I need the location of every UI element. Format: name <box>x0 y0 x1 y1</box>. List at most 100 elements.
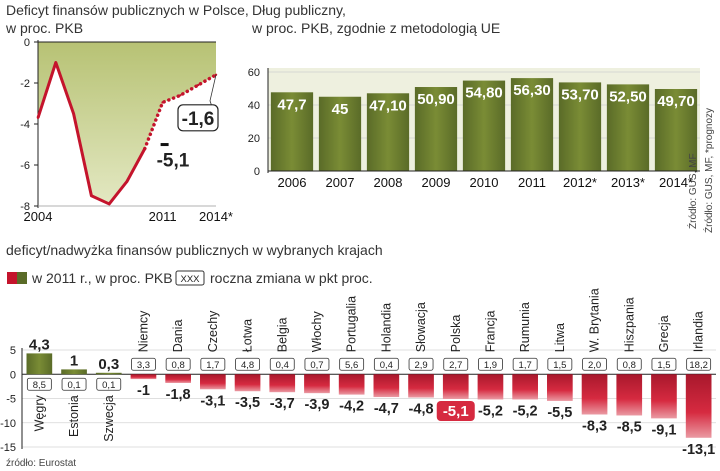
debt-bar <box>558 82 602 171</box>
country-name: Litwa <box>553 323 567 352</box>
country-bar <box>616 374 643 416</box>
debt-source-note: Źródło: GUS, MF <box>686 153 699 229</box>
debt-bar <box>654 88 698 171</box>
country-bar <box>651 374 677 419</box>
country-change-box <box>616 357 642 371</box>
debt-source-note-forecast: Źródło: GUS, MF, *prognozy <box>702 108 715 233</box>
country-name: Hiszpania <box>622 297 636 352</box>
country-change-value: 1,5 <box>657 360 670 371</box>
country-value-label: -5,2 <box>513 403 538 419</box>
deficit-line-forecast <box>143 73 218 151</box>
country-change-box <box>373 357 399 371</box>
country-change-value: 5,6 <box>345 360 358 371</box>
deficit-point <box>108 202 111 206</box>
country-change-box <box>26 377 52 391</box>
country-bar <box>165 374 191 383</box>
country-name: Holandia <box>379 303 393 352</box>
debt-bar <box>366 93 410 171</box>
country-value-label: -4,2 <box>339 399 364 415</box>
country-bar <box>234 374 261 392</box>
country-change-value: 0,4 <box>380 360 393 371</box>
country-value-label: -9,1 <box>651 422 676 438</box>
country-value-label: -1 <box>137 383 150 399</box>
deficit-annotation-2011: -5,1 <box>157 151 190 172</box>
deficit-y-tick-label: -2 <box>20 78 30 90</box>
deficit-x-tick-label: 2014* <box>199 209 233 224</box>
debt-data-label: 54,80 <box>465 85 503 102</box>
country-change-box <box>408 357 434 371</box>
deficit-annotation-2014: -1,6 <box>182 109 215 130</box>
debt-x-tick-label: 2011 <box>518 175 546 190</box>
countries-y-tick-label: -10 <box>0 418 16 430</box>
country-value-label: -5,5 <box>547 405 572 421</box>
country-bar <box>477 374 504 400</box>
deficit-point <box>197 83 200 87</box>
legend-change-label: roczna zmiana w pkt proc. <box>210 270 373 286</box>
debt-bar <box>318 96 362 171</box>
debt-chart-title: Dług publiczny, <box>252 2 346 18</box>
debt-bar <box>270 92 314 171</box>
country-value-label: 1 <box>70 352 78 369</box>
country-change-value: 2,0 <box>588 360 601 371</box>
debt-y-tick-label: 40 <box>248 100 260 112</box>
country-change-value: 0,8 <box>172 360 185 371</box>
deficit-point <box>72 112 75 115</box>
deficit-y-tick-label: -6 <box>20 160 30 172</box>
country-bar <box>269 374 296 393</box>
country-change-value: 0,1 <box>67 380 80 391</box>
country-value-label: -3,7 <box>270 396 295 412</box>
country-change-box <box>269 357 295 371</box>
debt-x-tick-label: 2007 <box>326 175 355 190</box>
countries-y-tick-label: 0 <box>10 369 16 381</box>
deficit-y-tick-label: -4 <box>20 119 30 131</box>
country-bar <box>95 372 122 375</box>
legend-bar-label: w 2011 r., w proc. PKB <box>31 270 173 286</box>
country-change-value: 8,5 <box>33 380 46 391</box>
debt-bar <box>510 78 554 171</box>
deficit-point <box>179 94 182 97</box>
debt-chart: 0 20 40 60 47,7 2006 45 2007 47,10 2008 50,90 2009 5… <box>248 67 700 190</box>
debt-bar <box>414 87 458 171</box>
country-value-label: -1,8 <box>166 387 191 403</box>
country-value-label: -4,8 <box>409 402 434 418</box>
debt-data-label: 49,70 <box>657 93 695 110</box>
country-change-value: 3,3 <box>137 360 150 371</box>
countries-chart: 5 0 -5 -10 -15 8,5 4,3 Węgry 0,1 1 Estonia 0,1 0,3 Sz… <box>0 288 716 458</box>
country-value-label: -3,9 <box>304 397 329 413</box>
debt-x-tick-label: 2008 <box>374 175 403 190</box>
debt-data-label: 47,10 <box>369 97 407 114</box>
deficit-annotation-leader <box>209 74 217 107</box>
deficit-point <box>90 194 93 197</box>
country-change-value: 2,9 <box>414 360 427 371</box>
deficit-x-tick-label: 2011 <box>149 209 177 224</box>
deficit-chart-subtitle: w proc. PKB <box>5 20 83 36</box>
debt-data-label: 56,30 <box>513 82 551 99</box>
country-name: Grecja <box>657 315 671 352</box>
debt-y-tick-label: 60 <box>248 67 260 79</box>
country-value-label: -8,3 <box>582 419 607 435</box>
deficit-point <box>54 61 57 64</box>
country-change-value: 2,7 <box>449 360 462 371</box>
countries-y-tick-label: -5 <box>6 394 16 406</box>
debt-data-label: 47,7 <box>277 96 306 113</box>
country-name: Estonia <box>67 395 81 437</box>
country-value-label: 0,3 <box>98 356 119 373</box>
country-bar <box>304 374 330 394</box>
country-name: Węgry <box>32 395 46 432</box>
debt-x-tick-label: 2009 <box>422 175 451 190</box>
country-change-box <box>131 357 156 371</box>
debt-bar <box>606 84 650 171</box>
country-change-value: 1,7 <box>519 360 532 371</box>
country-name: Włochy <box>310 311 324 353</box>
deficit-point <box>161 101 164 104</box>
legend-change-box <box>175 270 205 286</box>
country-value-label: -5,2 <box>478 403 503 419</box>
country-change-box <box>200 357 226 371</box>
debt-bar <box>462 80 506 171</box>
country-bar <box>26 353 53 375</box>
country-bar <box>61 369 87 375</box>
deficit-point <box>143 147 146 150</box>
country-value-label: -13,1 <box>682 442 715 458</box>
